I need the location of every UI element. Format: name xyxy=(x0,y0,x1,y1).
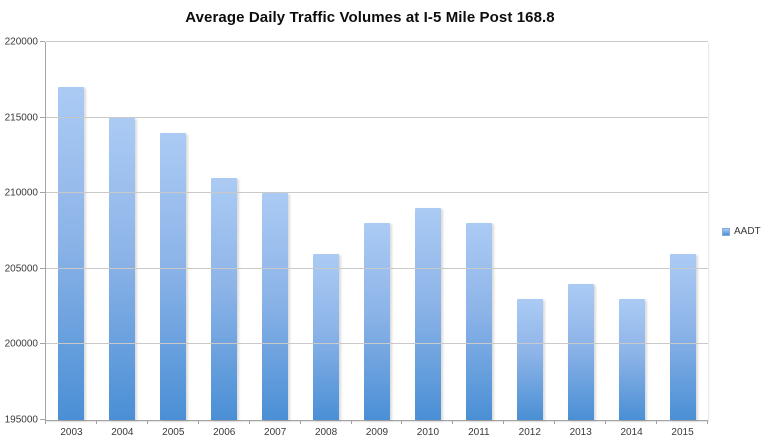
x-axis-tick xyxy=(707,420,708,424)
bar-slot xyxy=(504,42,555,420)
bar-2007 xyxy=(262,193,289,420)
legend-swatch-icon xyxy=(722,227,730,236)
y-axis-tick xyxy=(40,343,45,345)
x-axis-tick xyxy=(146,420,148,424)
x-axis-label: 2010 xyxy=(416,427,440,438)
gridline xyxy=(46,41,708,42)
y-axis-tick xyxy=(40,267,45,269)
x-axis-label: 2014 xyxy=(620,427,643,438)
bar-2005 xyxy=(160,132,187,420)
gridline xyxy=(46,192,708,194)
x-axis-label: 2015 xyxy=(671,427,694,438)
bar-slot xyxy=(453,42,504,420)
x-axis-label: 2008 xyxy=(314,427,338,438)
bar-2008 xyxy=(313,253,340,420)
x-axis-tick xyxy=(605,420,607,424)
x-axis-label: 2007 xyxy=(264,427,287,438)
bar-slot xyxy=(352,42,403,420)
bar-2013 xyxy=(567,283,594,420)
chart-title: Average Daily Traffic Volumes at I-5 Mil… xyxy=(185,9,555,26)
bar-2010 xyxy=(414,208,441,420)
bar-slot xyxy=(46,42,97,420)
bar-slot xyxy=(606,42,657,420)
bar-slot xyxy=(199,42,250,420)
x-axis-tick xyxy=(95,420,97,424)
y-axis-tick xyxy=(40,192,45,194)
x-axis-tick xyxy=(656,420,658,424)
bar-2015 xyxy=(669,253,696,420)
legend: AADT xyxy=(722,226,761,237)
bar-slot xyxy=(402,42,453,420)
x-axis-label: 2003 xyxy=(60,427,83,438)
y-axis-label: 220000 xyxy=(4,36,38,48)
y-axis-label: 195000 xyxy=(4,414,38,426)
x-axis-label: 2011 xyxy=(468,427,490,438)
bar-2009 xyxy=(363,223,390,420)
bar-2014 xyxy=(618,299,645,420)
x-axis-tick xyxy=(503,420,505,424)
x-axis-label: 2006 xyxy=(213,427,236,438)
y-axis-tick xyxy=(40,419,45,420)
y-axis-tick xyxy=(40,116,45,118)
gridline xyxy=(46,343,708,345)
legend-label: AADT xyxy=(734,226,761,237)
y-axis-label: 215000 xyxy=(4,112,38,124)
bar-2012 xyxy=(516,299,543,420)
x-axis-tick xyxy=(248,420,250,424)
y-axis-label: 205000 xyxy=(4,263,38,275)
x-axis-label: 2004 xyxy=(111,427,134,438)
x-axis-tick xyxy=(554,420,556,424)
bar-slot xyxy=(97,42,148,420)
x-axis-label: 2005 xyxy=(162,427,185,438)
x-axis-tick xyxy=(299,420,301,424)
bar-slot xyxy=(555,42,606,420)
x-axis-tick xyxy=(452,420,454,424)
bar-slot xyxy=(657,42,708,420)
y-axis-label: 200000 xyxy=(4,338,38,350)
bar-2006 xyxy=(211,178,238,420)
x-axis-tick xyxy=(401,420,403,424)
x-axis-label: 2013 xyxy=(569,427,592,438)
x-axis-tick xyxy=(350,420,352,424)
plot-area: 195000 200000 205000 210000 215000 220000 2003… xyxy=(5,37,708,438)
x-axis-tick xyxy=(197,420,199,424)
bar-2011 xyxy=(465,223,492,420)
bar-slot xyxy=(301,42,352,420)
gridline xyxy=(46,267,708,269)
bar-slot xyxy=(148,42,199,420)
y-axis-tick xyxy=(40,41,45,42)
gridline xyxy=(46,116,708,118)
x-axis-label: 2009 xyxy=(365,427,389,438)
bar-2003 xyxy=(58,87,85,420)
bar-slot xyxy=(250,42,301,420)
x-axis-label: 2012 xyxy=(518,427,541,438)
bars-row xyxy=(46,42,708,420)
y-axis-label: 210000 xyxy=(4,187,38,199)
x-axis-tick xyxy=(45,420,46,424)
